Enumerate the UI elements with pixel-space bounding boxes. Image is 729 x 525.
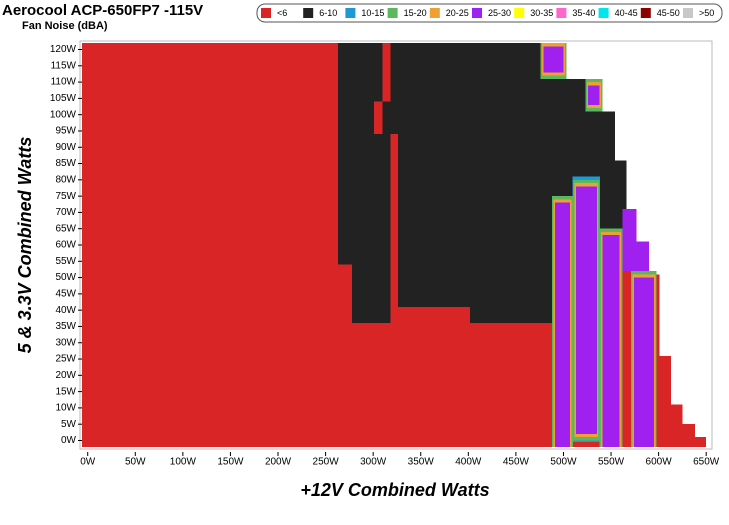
y-tick-label: 105W bbox=[50, 93, 77, 104]
noise-region bbox=[397, 43, 541, 307]
x-tick-label: 150W bbox=[217, 457, 244, 468]
noise-region bbox=[82, 404, 683, 425]
noise-region bbox=[374, 134, 391, 324]
legend-label: 10-15 bbox=[361, 8, 384, 18]
y-tick-label: 95W bbox=[55, 126, 76, 137]
noise-region bbox=[390, 43, 398, 135]
legend-label: 20-25 bbox=[446, 8, 469, 18]
y-tick-label: 40W bbox=[55, 305, 76, 316]
y-axis-label: 5 & 3.3V Combined Watts bbox=[15, 137, 35, 354]
y-tick-label: 5W bbox=[61, 419, 77, 430]
chart-title: Aerocool ACP-650FP7 -115V bbox=[2, 2, 203, 19]
x-tick-label: 450W bbox=[503, 457, 530, 468]
legend-label: 30-35 bbox=[530, 8, 553, 18]
noise-region bbox=[622, 209, 637, 272]
legend-swatch bbox=[598, 8, 609, 18]
y-tick-label: 55W bbox=[55, 256, 76, 267]
legend-swatch bbox=[556, 8, 567, 18]
legend-swatch bbox=[261, 8, 271, 18]
chart-subtitle: Fan Noise (dBA) bbox=[22, 20, 108, 32]
y-tick-label: 15W bbox=[55, 386, 76, 397]
legend-label: <6 bbox=[277, 8, 287, 18]
y-tick-label: 60W bbox=[55, 240, 76, 251]
y-tick-label: 80W bbox=[55, 174, 76, 185]
axes: 0W 5W 10W 15W 20W 25W 30W 35W 40W 45W 50W 55W 60W 65W… bbox=[50, 44, 720, 467]
noise-region bbox=[554, 202, 571, 447]
y-tick-label: 35W bbox=[55, 321, 76, 332]
legend-swatch bbox=[429, 8, 440, 18]
legend-label: 45-50 bbox=[657, 8, 680, 18]
legend-swatch bbox=[683, 8, 693, 18]
x-tick-label: 250W bbox=[313, 457, 340, 468]
y-tick-label: 30W bbox=[55, 337, 76, 348]
noise-region bbox=[82, 424, 695, 438]
y-tick-label: 0W bbox=[61, 435, 77, 446]
x-tick-label: 200W bbox=[265, 457, 292, 468]
noise-region bbox=[374, 43, 383, 102]
legend: <6 6-10 10-15 15-20 20-25 25-30 30-35 35-40 40-4… bbox=[261, 8, 714, 18]
legend-label: 25-30 bbox=[488, 8, 511, 18]
x-tick-label: 50W bbox=[125, 457, 146, 468]
legend-swatch bbox=[640, 8, 651, 18]
x-tick-label: 500W bbox=[550, 457, 577, 468]
x-axis-label: +12V Combined Watts bbox=[300, 480, 489, 500]
legend-label: 35-40 bbox=[572, 8, 595, 18]
y-tick-label: 50W bbox=[55, 272, 76, 283]
noise-region bbox=[470, 306, 553, 324]
x-tick-label: 400W bbox=[455, 457, 482, 468]
y-tick-label: 115W bbox=[51, 60, 77, 71]
noise-region bbox=[382, 101, 391, 135]
noise-region bbox=[602, 235, 620, 447]
legend-swatch bbox=[514, 8, 525, 18]
legend-label: 15-20 bbox=[404, 8, 427, 18]
y-tick-label: 120W bbox=[50, 44, 77, 55]
legend-swatch bbox=[472, 8, 482, 18]
legend-label: 6-10 bbox=[319, 8, 337, 18]
y-tick-label: 25W bbox=[55, 354, 76, 365]
x-tick-label: 600W bbox=[646, 457, 673, 468]
legend-swatch bbox=[303, 8, 314, 18]
noise-region bbox=[633, 277, 654, 447]
noise-region bbox=[636, 241, 650, 272]
y-tick-label: 90W bbox=[55, 142, 76, 153]
x-tick-label: 300W bbox=[360, 457, 387, 468]
legend-swatch bbox=[387, 8, 398, 18]
y-tick-label: 100W bbox=[50, 109, 77, 120]
y-tick-label: 70W bbox=[55, 207, 76, 218]
x-tick-label: 350W bbox=[408, 457, 435, 468]
x-tick-label: 650W bbox=[693, 457, 720, 468]
noise-region bbox=[82, 437, 707, 447]
y-tick-label: 110W bbox=[51, 77, 77, 88]
x-tick-label: 550W bbox=[598, 457, 625, 468]
noise-region bbox=[588, 85, 600, 105]
y-tick-label: 20W bbox=[55, 370, 76, 381]
legend-label: >50 bbox=[699, 8, 714, 18]
y-tick-label: 85W bbox=[55, 158, 76, 169]
plot-area bbox=[82, 43, 707, 447]
legend-swatch bbox=[345, 8, 356, 18]
legend-label: 40-45 bbox=[615, 8, 638, 18]
y-tick-label: 75W bbox=[55, 191, 76, 202]
y-tick-label: 45W bbox=[55, 289, 76, 300]
x-tick-label: 100W bbox=[170, 457, 197, 468]
y-tick-label: 65W bbox=[55, 223, 76, 234]
noise-region bbox=[614, 160, 627, 229]
noise-region bbox=[575, 186, 597, 434]
x-tick-label: 0W bbox=[80, 457, 96, 468]
y-tick-label: 10W bbox=[55, 403, 76, 414]
noise-region bbox=[337, 43, 375, 265]
noise-region bbox=[543, 46, 564, 73]
